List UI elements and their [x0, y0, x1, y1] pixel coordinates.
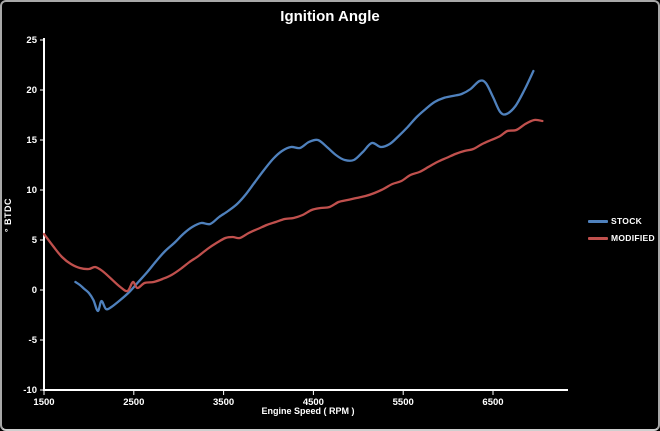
- y-tick-label: 25: [26, 35, 37, 46]
- stock-line-swatch-icon: [588, 219, 608, 223]
- x-tick-label: 6500: [482, 397, 503, 408]
- x-axis-label: Engine Speed ( RPM ): [261, 406, 355, 416]
- chart-title: Ignition Angle: [280, 8, 380, 25]
- series-line-modified: [42, 118, 544, 293]
- x-tick-label: 4500: [303, 397, 324, 408]
- x-tick-label: 3500: [213, 397, 234, 408]
- legend-item-stock: STOCK: [588, 216, 655, 226]
- y-tick-label: 5: [32, 235, 38, 246]
- legend-item-modified: MODIFIED: [588, 233, 655, 243]
- x-tick-label: 5500: [393, 397, 414, 408]
- y-tick-label: 20: [26, 85, 37, 96]
- y-tick-label: 10: [26, 185, 37, 196]
- y-tick-label: 15: [26, 135, 37, 146]
- y-tick-label: 0: [32, 285, 37, 296]
- legend-label-stock: STOCK: [611, 216, 643, 226]
- series-line-stock: [74, 69, 535, 313]
- x-tick-label: 1500: [33, 397, 54, 408]
- x-tick-label: 2500: [123, 397, 144, 408]
- modified-line-swatch-icon: [588, 236, 608, 240]
- y-tick-label: -10: [23, 385, 37, 396]
- legend-label-modified: MODIFIED: [611, 233, 655, 243]
- y-axis-label: ° BTDC: [3, 197, 13, 233]
- y-tick-label: -5: [29, 335, 38, 346]
- legend: STOCK MODIFIED: [588, 216, 655, 243]
